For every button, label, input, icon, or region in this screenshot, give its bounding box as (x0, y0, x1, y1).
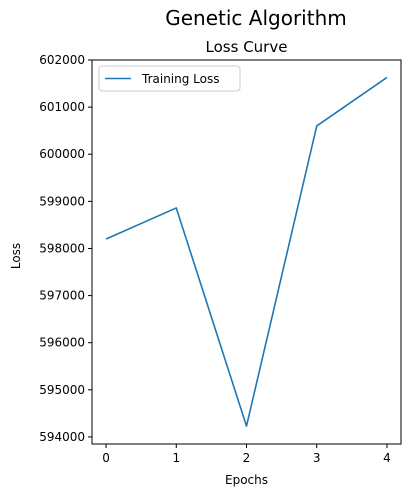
figure-suptitle: Genetic Algorithm (165, 6, 346, 30)
legend-entry-training-loss: Training Loss (141, 72, 219, 86)
series-line-training-loss (105, 76, 388, 427)
x-axis-label: Epochs (225, 473, 268, 487)
y-tick-label: 600000 (39, 147, 85, 161)
axes-title: Loss Curve (206, 38, 288, 56)
y-tick-label: 595000 (39, 383, 85, 397)
y-ticks: 594000 595000 596000 597000 598000 599000 6000… (39, 53, 92, 444)
series-group (105, 76, 388, 427)
y-tick-label: 599000 (39, 194, 85, 208)
x-tick-label: 2 (243, 451, 251, 465)
legend-box (98, 65, 241, 92)
x-tick-label: 0 (102, 451, 110, 465)
y-axis-label: Loss (9, 243, 23, 269)
y-tick-label: 597000 (39, 289, 85, 303)
x-tick-label: 3 (313, 451, 321, 465)
axes-frame (91, 59, 402, 445)
y-tick-label: 596000 (39, 336, 85, 350)
y-tick-label: 594000 (39, 430, 85, 444)
x-tick-label: 1 (172, 451, 180, 465)
x-tick-label: 4 (383, 451, 391, 465)
x-ticks: 0 1 2 3 4 (102, 444, 391, 465)
legend: Training Loss (98, 65, 241, 92)
y-tick-label: 602000 (39, 53, 85, 67)
y-tick-label: 601000 (39, 100, 85, 114)
y-tick-label: 598000 (39, 241, 85, 255)
